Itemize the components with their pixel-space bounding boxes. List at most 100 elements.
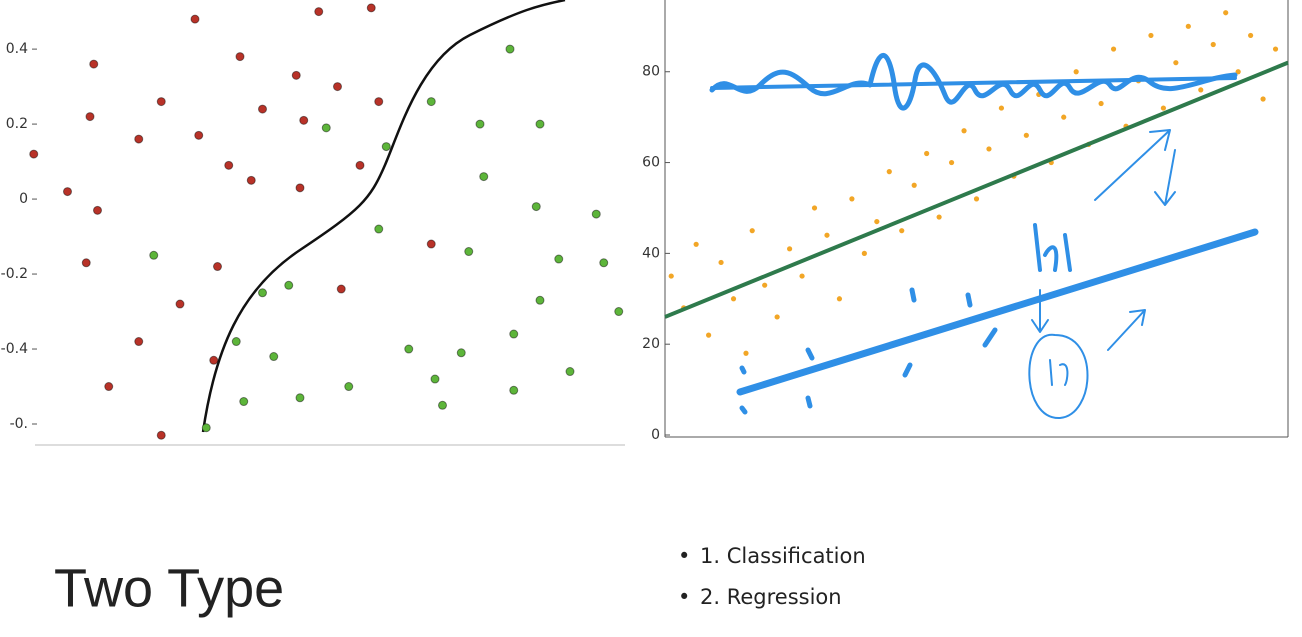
scatter-point bbox=[886, 169, 892, 175]
scatter-point bbox=[475, 119, 485, 129]
bullet-dot: • bbox=[678, 544, 690, 568]
scatter-point bbox=[156, 430, 166, 440]
decision-boundary bbox=[201, 0, 566, 433]
scatter-point bbox=[614, 307, 624, 317]
scatter-point bbox=[505, 44, 515, 54]
scatter-point bbox=[209, 355, 219, 365]
scatter-point bbox=[924, 150, 930, 157]
scatter-point bbox=[787, 246, 793, 252]
scatter-point bbox=[762, 282, 768, 288]
scatter-point bbox=[190, 14, 200, 24]
scatter-point bbox=[366, 3, 376, 13]
scatter-point bbox=[899, 228, 905, 234]
scatter-point bbox=[1061, 114, 1067, 120]
scatter-point bbox=[63, 187, 72, 197]
scatter-point bbox=[464, 247, 474, 257]
scatter-point bbox=[258, 288, 267, 298]
scatter-point bbox=[291, 70, 301, 80]
scatter-point bbox=[554, 254, 564, 264]
marks: 0.4 0.2 0 -0.2 -0.4 -0. 80 60 40 20 0 bbox=[1, 3, 1289, 443]
scatter-point bbox=[824, 232, 830, 238]
scatter-point bbox=[1073, 69, 1079, 75]
scatter-point bbox=[81, 258, 91, 268]
scatter-point bbox=[986, 146, 992, 152]
scatter-point bbox=[998, 105, 1005, 111]
scatter-point bbox=[730, 296, 737, 302]
scatter-point bbox=[948, 159, 955, 166]
scatter-point bbox=[299, 115, 309, 125]
scatter-point bbox=[295, 393, 305, 403]
scatter-point bbox=[201, 423, 211, 433]
y-tick-label: 0.4 bbox=[6, 41, 28, 57]
scatter-point bbox=[235, 52, 245, 62]
scatter-point bbox=[743, 350, 749, 356]
slide-title: Two Type bbox=[54, 558, 284, 618]
scatter-point bbox=[93, 205, 102, 215]
scatter-point bbox=[668, 273, 674, 279]
scatter-point bbox=[849, 196, 855, 202]
scatter-point bbox=[911, 182, 917, 188]
y-tick-label: -0.4 bbox=[1, 341, 28, 357]
scatter-point bbox=[1223, 10, 1229, 16]
scatter-point bbox=[591, 209, 601, 219]
scatter-point bbox=[333, 82, 342, 92]
scatter-point bbox=[426, 239, 436, 249]
scatter-point bbox=[134, 337, 144, 347]
y-tick-label: -0. bbox=[10, 416, 28, 432]
scatter-point bbox=[693, 241, 699, 247]
scatter-point bbox=[599, 258, 609, 268]
bullet-text: 1. Classification bbox=[700, 544, 866, 568]
scatter-point bbox=[874, 218, 880, 225]
y-tick-label: 0 bbox=[19, 191, 28, 207]
scatter-point bbox=[231, 337, 241, 347]
scatter-point bbox=[774, 314, 780, 320]
scatter-point bbox=[104, 382, 114, 392]
y-tick-label: -0.2 bbox=[1, 266, 28, 282]
scatter-point bbox=[811, 205, 818, 211]
scatter-point bbox=[314, 7, 324, 17]
scatter-point bbox=[509, 329, 519, 339]
scatter-point bbox=[1173, 60, 1179, 66]
y-tick-label: 20 bbox=[642, 336, 660, 352]
scatter-point bbox=[531, 202, 541, 212]
scatter-point bbox=[1148, 32, 1154, 39]
scatter-point bbox=[246, 175, 256, 185]
scatter-point bbox=[374, 224, 384, 234]
y-tick-label: 60 bbox=[642, 155, 660, 171]
scatter-point bbox=[321, 123, 331, 133]
bullet-dot: • bbox=[678, 585, 690, 609]
scatter-point bbox=[295, 183, 305, 193]
scatter-point bbox=[194, 130, 204, 140]
annotations bbox=[709, 52, 1259, 420]
scatter-point bbox=[509, 385, 519, 395]
scatter-point bbox=[426, 97, 436, 107]
scatter-point bbox=[479, 172, 489, 182]
scatter-point bbox=[1160, 105, 1166, 111]
scatter-point bbox=[269, 352, 279, 362]
scatter-point bbox=[1198, 87, 1204, 93]
scatter-point bbox=[961, 128, 967, 134]
scatter-point bbox=[213, 262, 222, 272]
fit-line bbox=[664, 60, 1289, 319]
scatter-point bbox=[156, 97, 166, 107]
scatter-point bbox=[258, 104, 267, 114]
scatter-point bbox=[718, 259, 724, 266]
scatter-point bbox=[284, 280, 294, 290]
scatter-point bbox=[1235, 69, 1241, 75]
scatter-point bbox=[175, 299, 185, 309]
scatter-point bbox=[239, 397, 249, 407]
scatter-point bbox=[438, 400, 447, 410]
scatter-point bbox=[936, 214, 942, 220]
scatter-point bbox=[456, 348, 466, 358]
scatter-point bbox=[149, 250, 159, 260]
scatter-point bbox=[973, 196, 980, 202]
y-tick-label: 40 bbox=[642, 245, 660, 261]
scatter-point bbox=[134, 134, 144, 144]
scatter-point bbox=[374, 97, 384, 107]
scatter-point bbox=[344, 382, 354, 392]
scatter-point bbox=[85, 112, 95, 122]
scatter-point bbox=[535, 119, 545, 129]
scatter-point bbox=[224, 160, 234, 170]
scatter-point bbox=[1110, 46, 1117, 52]
